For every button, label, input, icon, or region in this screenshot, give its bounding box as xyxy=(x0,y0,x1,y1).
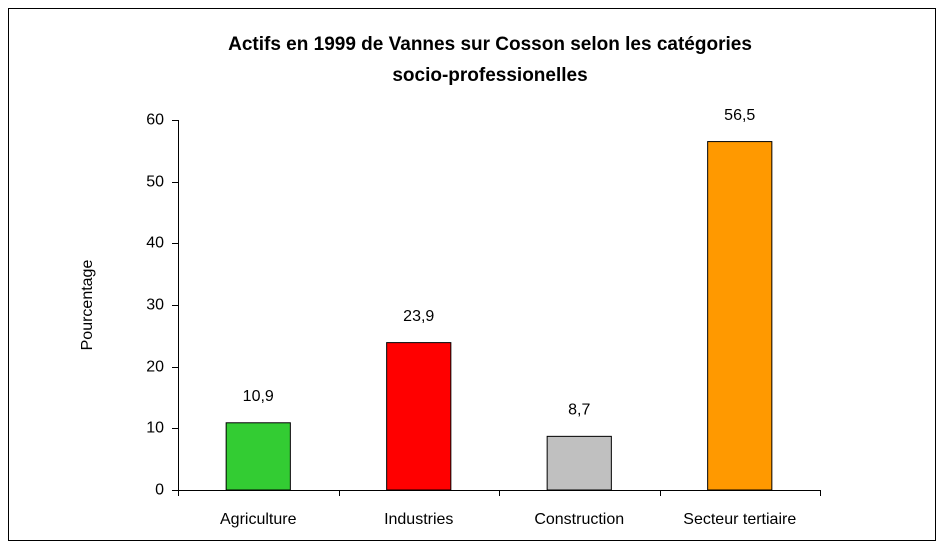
data-label: 8,7 xyxy=(568,402,590,419)
data-label: 56,5 xyxy=(724,107,755,124)
y-tick-label: 60 xyxy=(146,112,164,129)
y-tick-label: 0 xyxy=(155,482,164,499)
x-tick-label: Secteur tertiaire xyxy=(683,511,796,528)
bar xyxy=(386,342,452,491)
x-tick-label: Construction xyxy=(534,511,624,528)
chart-title: socio-professionelles xyxy=(392,65,587,86)
bar xyxy=(707,141,773,491)
chart-title: Actifs en 1999 de Vannes sur Cosson selo… xyxy=(228,34,752,55)
y-tick-label: 30 xyxy=(146,297,164,314)
chart-frame xyxy=(8,8,936,541)
y-tick-label: 20 xyxy=(146,359,164,376)
y-tick-label: 40 xyxy=(146,235,164,252)
x-tick-label: Industries xyxy=(384,511,453,528)
data-label: 10,9 xyxy=(243,388,274,405)
y-tick-label: 10 xyxy=(146,420,164,437)
y-axis-label: Pourcentage xyxy=(79,260,96,351)
x-tick-label: Agriculture xyxy=(220,511,297,528)
bar xyxy=(225,422,291,491)
bar xyxy=(546,435,612,491)
data-label: 23,9 xyxy=(403,308,434,325)
y-tick-label: 50 xyxy=(146,174,164,191)
